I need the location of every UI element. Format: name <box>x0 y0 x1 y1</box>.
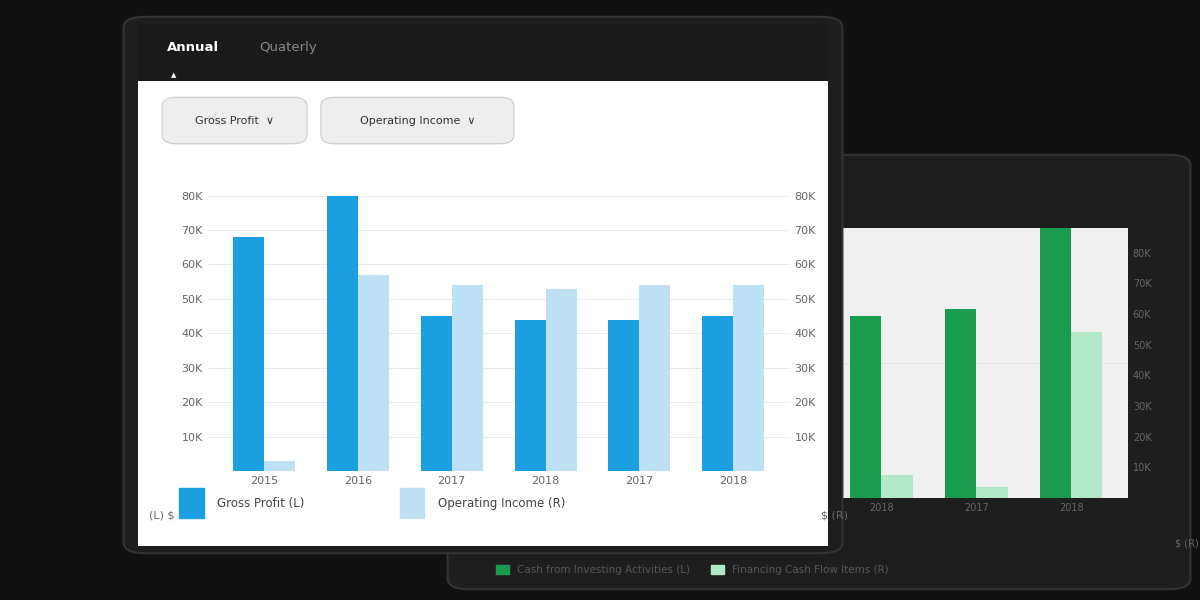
Text: (L) $: (L) $ <box>487 539 510 548</box>
Text: Gross Profit  ∨: Gross Profit ∨ <box>196 116 274 125</box>
Bar <box>596 492 629 498</box>
Text: Operating Income (R): Operating Income (R) <box>438 497 565 510</box>
Bar <box>421 316 451 471</box>
Text: Quaterly: Quaterly <box>259 41 317 55</box>
Bar <box>264 461 295 471</box>
Bar <box>233 237 264 471</box>
Bar <box>702 316 733 471</box>
Bar <box>691 457 724 498</box>
FancyBboxPatch shape <box>162 97 307 144</box>
Bar <box>451 285 482 471</box>
Bar <box>1040 0 1072 498</box>
Text: Gross Profit (L): Gross Profit (L) <box>217 497 305 510</box>
Bar <box>608 319 640 471</box>
Text: (L) $: (L) $ <box>150 511 175 520</box>
Bar <box>1072 332 1103 498</box>
Text: Operating Income  ∨: Operating Income ∨ <box>360 116 475 125</box>
Text: $ (R): $ (R) <box>821 511 848 520</box>
Bar <box>358 275 389 471</box>
Bar <box>400 488 425 518</box>
Bar <box>180 488 204 518</box>
Bar <box>944 309 977 498</box>
Bar <box>546 289 576 471</box>
Text: $ (R): $ (R) <box>1175 539 1199 548</box>
FancyBboxPatch shape <box>320 97 514 144</box>
Bar <box>755 309 786 498</box>
Bar <box>786 457 818 498</box>
Bar <box>326 196 358 471</box>
Bar <box>565 323 596 498</box>
Bar <box>660 309 691 498</box>
Text: Annual: Annual <box>167 41 220 55</box>
Text: ▲: ▲ <box>172 72 176 78</box>
Bar <box>515 319 546 471</box>
Bar <box>882 475 913 498</box>
Bar <box>640 285 671 471</box>
Bar <box>733 285 764 471</box>
Legend: Cash from Investing Activities (L), Financing Cash Flow Items (R): Cash from Investing Activities (L), Fina… <box>492 560 893 579</box>
Bar <box>977 487 1008 498</box>
Bar <box>850 316 882 498</box>
